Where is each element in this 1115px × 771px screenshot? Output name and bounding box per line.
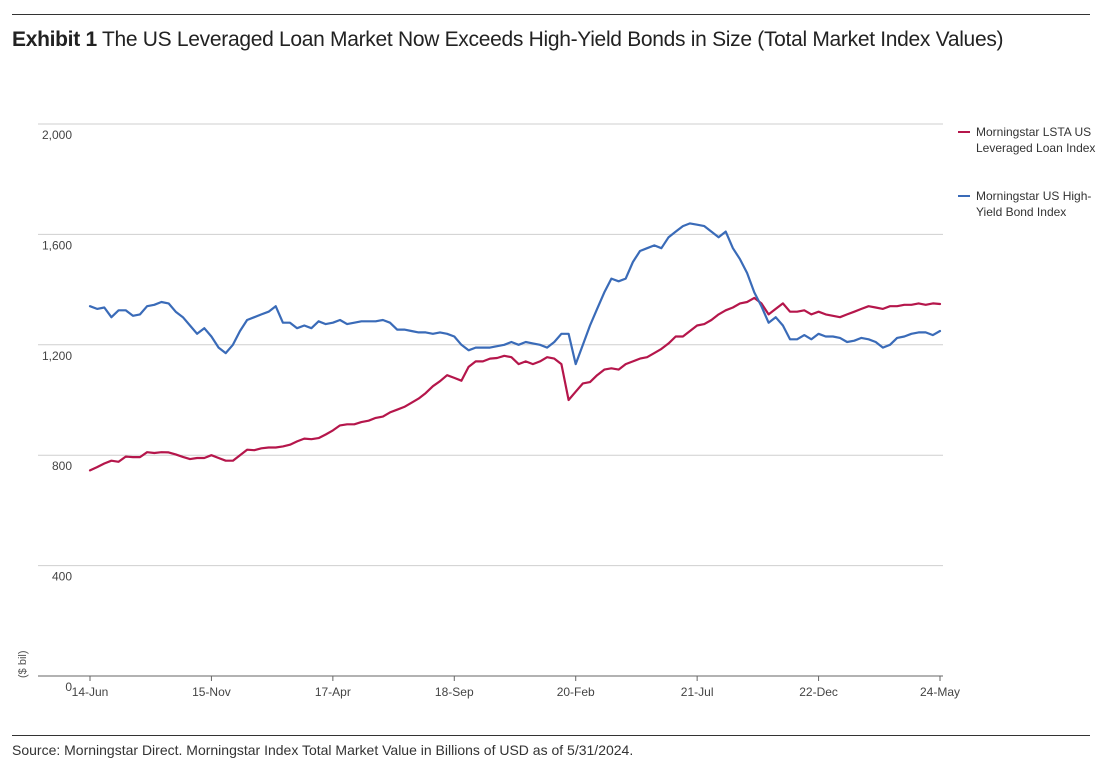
y-tick-label: 1,200 xyxy=(42,349,72,363)
x-tick-label: 21-Jul xyxy=(681,685,714,699)
bottom-rule xyxy=(12,735,1090,736)
series-line-leveraged-loan xyxy=(90,298,940,471)
series-lines xyxy=(90,223,940,470)
x-tick-label: 15-Nov xyxy=(192,685,231,699)
y-tick-label: 2,000 xyxy=(42,128,72,142)
y-tick-label: 800 xyxy=(52,459,72,473)
legend-swatch-bond xyxy=(958,195,970,197)
y-tick-label: 1,600 xyxy=(42,238,72,252)
x-tick-label: 22-Dec xyxy=(799,685,838,699)
x-tick-label: 14-Jun xyxy=(72,685,109,699)
y-axis-label: ($ bil) xyxy=(17,650,29,678)
x-tick-label: 18-Sep xyxy=(435,685,474,699)
legend-label-bond: Morningstar US High-Yield Bond Index xyxy=(976,188,1101,220)
legend-swatch-loan xyxy=(958,131,970,133)
source-note: Source: Morningstar Direct. Morningstar … xyxy=(12,742,633,758)
x-axis-ticks: 14-Jun 15-Nov 17-Apr 18-Sep 20-Feb 21-Jul 22-D… xyxy=(72,676,960,699)
y-tick-label: 400 xyxy=(52,570,72,584)
series-line-high-yield-bond xyxy=(90,223,940,364)
legend-label-loan: Morningstar LSTA US Leveraged Loan Index xyxy=(976,124,1101,156)
x-tick-label: 24-May xyxy=(920,685,960,699)
x-tick-label: 17-Apr xyxy=(315,685,351,699)
x-tick-label: 20-Feb xyxy=(557,685,595,699)
gridlines xyxy=(38,124,943,676)
